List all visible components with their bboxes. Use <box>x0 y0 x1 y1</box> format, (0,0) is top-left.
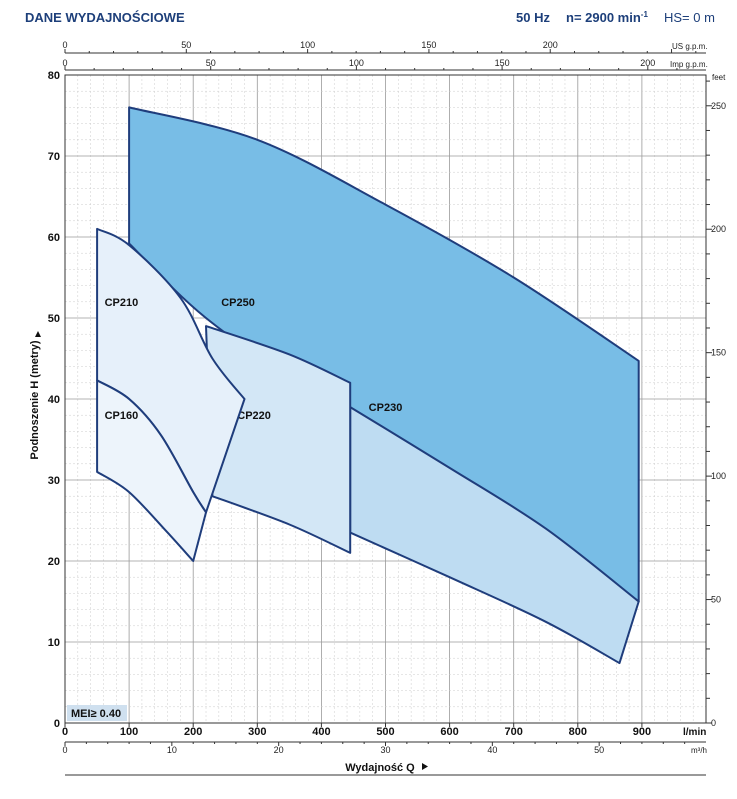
mei-badge: MEI≥ 0.40 <box>67 705 127 721</box>
x-tick-label: 0 <box>62 726 68 738</box>
m3h-unit-label: m³/h <box>691 746 707 755</box>
x-axis-arrow-icon <box>422 763 428 770</box>
region-cp160 <box>96 379 207 562</box>
y-tick-label: 70 <box>48 151 60 163</box>
feet-tick-label: 0 <box>711 718 716 728</box>
x-unit-label: l/min <box>683 727 706 738</box>
x-tick-label: 800 <box>569 726 587 738</box>
m3h-tick-label: 40 <box>487 745 497 755</box>
speed-label: n= 2900 min-1 <box>566 10 648 25</box>
imp-gpm-tick-label: 100 <box>349 58 364 68</box>
x-tick-label: 500 <box>376 726 394 738</box>
x-axis-title: Wydajność Q <box>345 762 415 774</box>
x-tick-label: 400 <box>312 726 330 738</box>
y-tick-label: 40 <box>48 394 60 406</box>
imp-gpm-tick-label: 50 <box>206 58 216 68</box>
x-tick-label: 200 <box>184 726 202 738</box>
y-tick-label: 30 <box>48 475 60 487</box>
mei-badge-bg <box>67 705 127 721</box>
y-tick-label: 0 <box>54 718 60 730</box>
m3h-tick-label: 50 <box>594 745 604 755</box>
feet-tick-label: 250 <box>711 101 726 111</box>
y-axis-arrow-icon <box>35 331 41 337</box>
y-axis-title: Podnoszenie H (metry) <box>29 340 41 460</box>
imp-gpm-tick-label: 0 <box>62 58 67 68</box>
feet-tick-label: 200 <box>711 224 726 234</box>
hs-label: HS= 0 m <box>664 10 715 25</box>
x-tick-label: 700 <box>505 726 523 738</box>
y-tick-label: 50 <box>48 313 60 325</box>
m3h-tick-label: 0 <box>62 745 67 755</box>
region-label-cp250: CP250 <box>221 297 255 309</box>
y-tick-label: 10 <box>48 637 60 649</box>
x-tick-label: 900 <box>633 726 651 738</box>
y-tick-label: 60 <box>48 232 60 244</box>
x-tick-label: 100 <box>120 726 138 738</box>
region-label-cp210: CP210 <box>105 297 139 309</box>
imp-gpm-tick-label: 200 <box>640 58 655 68</box>
frequency-label: 50 Hz <box>516 10 550 25</box>
region-label-cp220: CP220 <box>237 410 271 422</box>
region-label-cp230: CP230 <box>369 402 403 414</box>
imp-gpm-unit-label: Imp g.p.m. <box>670 60 708 69</box>
region-cp230 <box>349 406 640 665</box>
region-label-cp160: CP160 <box>105 410 139 422</box>
feet-tick-label: 50 <box>711 595 721 605</box>
m3h-tick-label: 10 <box>167 745 177 755</box>
us-gpm-tick-label: 100 <box>300 40 315 50</box>
imp-gpm-tick-label: 150 <box>495 58 510 68</box>
us-gpm-tick-label: 200 <box>543 40 558 50</box>
us-gpm-tick-label: 50 <box>181 40 191 50</box>
y-tick-label: 20 <box>48 556 60 568</box>
m3h-tick-label: 30 <box>380 745 390 755</box>
x-tick-label: 600 <box>440 726 458 738</box>
us-gpm-tick-label: 0 <box>62 40 67 50</box>
region-group: CP250 CP230 CP220 CP210 CP160 <box>96 106 640 665</box>
feet-tick-label: 150 <box>711 348 726 358</box>
us-gpm-tick-label: 150 <box>421 40 436 50</box>
feet-tick-label: 100 <box>711 471 726 481</box>
chart-title: DANE WYDAJNOŚCIOWE <box>25 10 185 25</box>
feet-unit-label: feet <box>712 73 726 82</box>
mei-label: MEI≥ 0.40 <box>71 708 121 720</box>
y-tick-label: 80 <box>48 70 60 82</box>
us-gpm-unit-label: US g.p.m. <box>672 42 708 51</box>
region-cp220 <box>205 325 352 554</box>
m3h-tick-label: 20 <box>274 745 284 755</box>
x-tick-label: 300 <box>248 726 266 738</box>
